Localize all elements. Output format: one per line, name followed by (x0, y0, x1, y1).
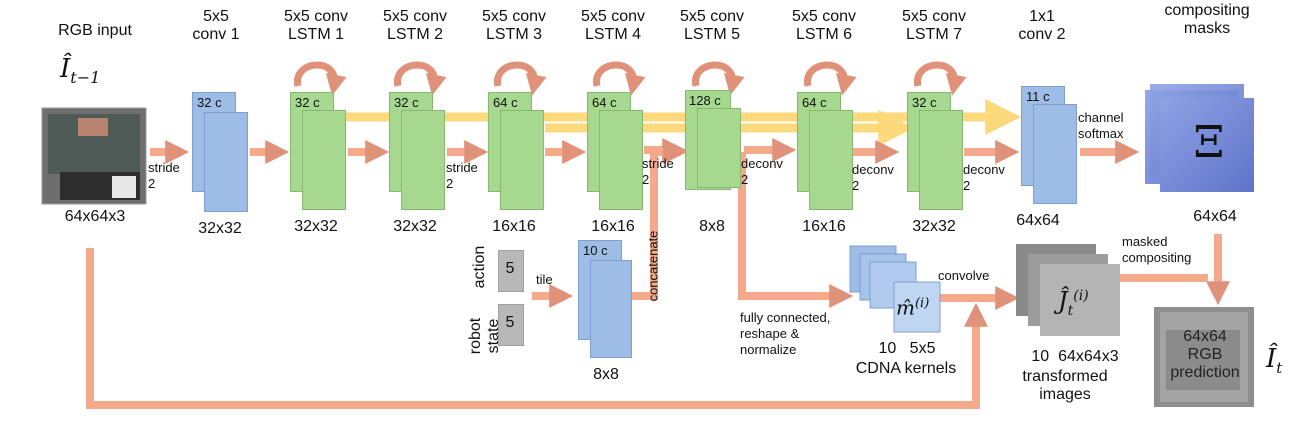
lstm6-block-front (809, 110, 853, 210)
lstm1-size: 32x32 (294, 218, 338, 235)
lstm2-channels: 32 c (394, 95, 419, 110)
concat-size: 8x8 (593, 366, 619, 383)
layer-title-lstm7: 5x5 conv LSTM 7 (901, 8, 967, 43)
input-size: 64x64x3 (64, 208, 126, 225)
lstm1-channels: 32 c (295, 95, 320, 110)
recurrent-arrow-7 (914, 61, 967, 96)
lstm7-block-front (919, 110, 963, 210)
masks-symbol: Ξ (1193, 117, 1225, 168)
transformed-count-size: 10 64x64x3 (1031, 348, 1119, 365)
recurrent-arrow-1 (294, 61, 347, 96)
masks-title: compositing masks (1164, 2, 1250, 37)
mask-layer-front (1160, 98, 1254, 192)
recurrent-arrow-4 (593, 61, 646, 96)
lstm7-size: 32x32 (912, 218, 956, 235)
label-convolve: convolve (938, 268, 990, 283)
layer-title-lstm2: 5x5 conv LSTM 2 (382, 8, 448, 43)
layer-title-lstm1: 5x5 conv LSTM 1 (283, 8, 349, 43)
arrow-concat-up (632, 140, 688, 300)
conv1-block-front (204, 112, 248, 212)
lstm3-size: 16x16 (492, 218, 536, 235)
lstm5-channels: 128 c (689, 93, 721, 108)
label-stride-lstm4: stride 2 (642, 156, 674, 187)
label-fully-connected: fully connected, reshape & normalize (740, 310, 831, 357)
cdna-kernel-4 (893, 281, 941, 333)
label-deconv-lstm5: deconv 2 (741, 156, 783, 187)
conv1-channels: 32 c (197, 95, 222, 110)
input-symbol: Ît−1 (60, 54, 101, 88)
concat-block-front (590, 260, 632, 358)
prediction-symbol: Ît (1266, 344, 1283, 378)
cdna-symbol: m̂(i) (896, 295, 930, 320)
cdna-count-size: 10 5x5 (878, 340, 936, 357)
label-deconv-lstm7: deconv 2 (963, 162, 1005, 193)
recurrent-arrow-2 (394, 61, 447, 96)
lstm7-channels: 32 c (912, 95, 937, 110)
lstm4-block-front (599, 110, 643, 210)
recurrent-arrow-5 (692, 61, 745, 96)
transformed-symbol: Ĵt(i) (1058, 287, 1089, 319)
action-value: 5 (505, 260, 515, 277)
label-stride-conv1: stride 2 (148, 160, 180, 191)
masks-size: 64x64 (1193, 208, 1237, 225)
label-stride-lstm2: stride 2 (446, 160, 478, 191)
conv2-size: 64x64 (1016, 212, 1060, 229)
arrow-input-skip (86, 248, 988, 409)
layer-title-lstm5: 5x5 conv LSTM 5 (679, 8, 745, 43)
lstm5-size: 8x8 (699, 218, 725, 235)
arrow-fc (738, 152, 854, 308)
transformed-image-front (1040, 264, 1120, 336)
lstm6-channels: 64 c (802, 95, 827, 110)
action-value-box (498, 250, 524, 292)
action-label: action (471, 245, 488, 289)
recurrent-arrow-6 (804, 61, 857, 96)
conv2-channels: 11 c (1026, 89, 1050, 104)
label-tile: tile (536, 272, 553, 287)
label-concatenate: concatenate (645, 230, 661, 302)
conv2-block-front (1033, 104, 1077, 204)
lstm4-size: 16x16 (591, 218, 635, 235)
state-value-box (498, 304, 524, 346)
layer-title-conv1: 5x5 conv 1 (192, 8, 240, 43)
layer-title-lstm4: 5x5 conv LSTM 4 (580, 8, 646, 43)
lstm2-block-front (401, 110, 445, 210)
layer-title-conv2: 1x1 conv 2 (1018, 8, 1066, 43)
lstm2-size: 32x32 (393, 218, 437, 235)
lstm4-channels: 64 c (592, 95, 617, 110)
conv1-size: 32x32 (198, 220, 242, 237)
lstm3-block-front (500, 110, 544, 210)
concat-channels: 10 c (583, 243, 608, 258)
transformed-label: transformed images (1022, 368, 1108, 403)
input-label: RGB input (58, 22, 132, 39)
lstm1-block-front (302, 110, 346, 210)
label-channel-softmax: channel softmax (1078, 110, 1124, 141)
state-value: 5 (505, 314, 515, 331)
layer-title-lstm6: 5x5 conv LSTM 6 (791, 8, 857, 43)
label-masked-compositing: masked compositing (1122, 234, 1192, 265)
lstm6-size: 16x16 (802, 218, 846, 235)
lstm5-block-front (697, 108, 741, 188)
label-deconv-lstm6: deconv 2 (852, 162, 894, 193)
recurrent-arrow-3 (494, 61, 547, 96)
layer-title-lstm3: 5x5 conv LSTM 3 (481, 8, 547, 43)
prediction-label: 64x64 RGB prediction (1170, 328, 1240, 381)
lstm3-channels: 64 c (493, 95, 518, 110)
cdna-label: CDNA kernels (855, 360, 957, 377)
